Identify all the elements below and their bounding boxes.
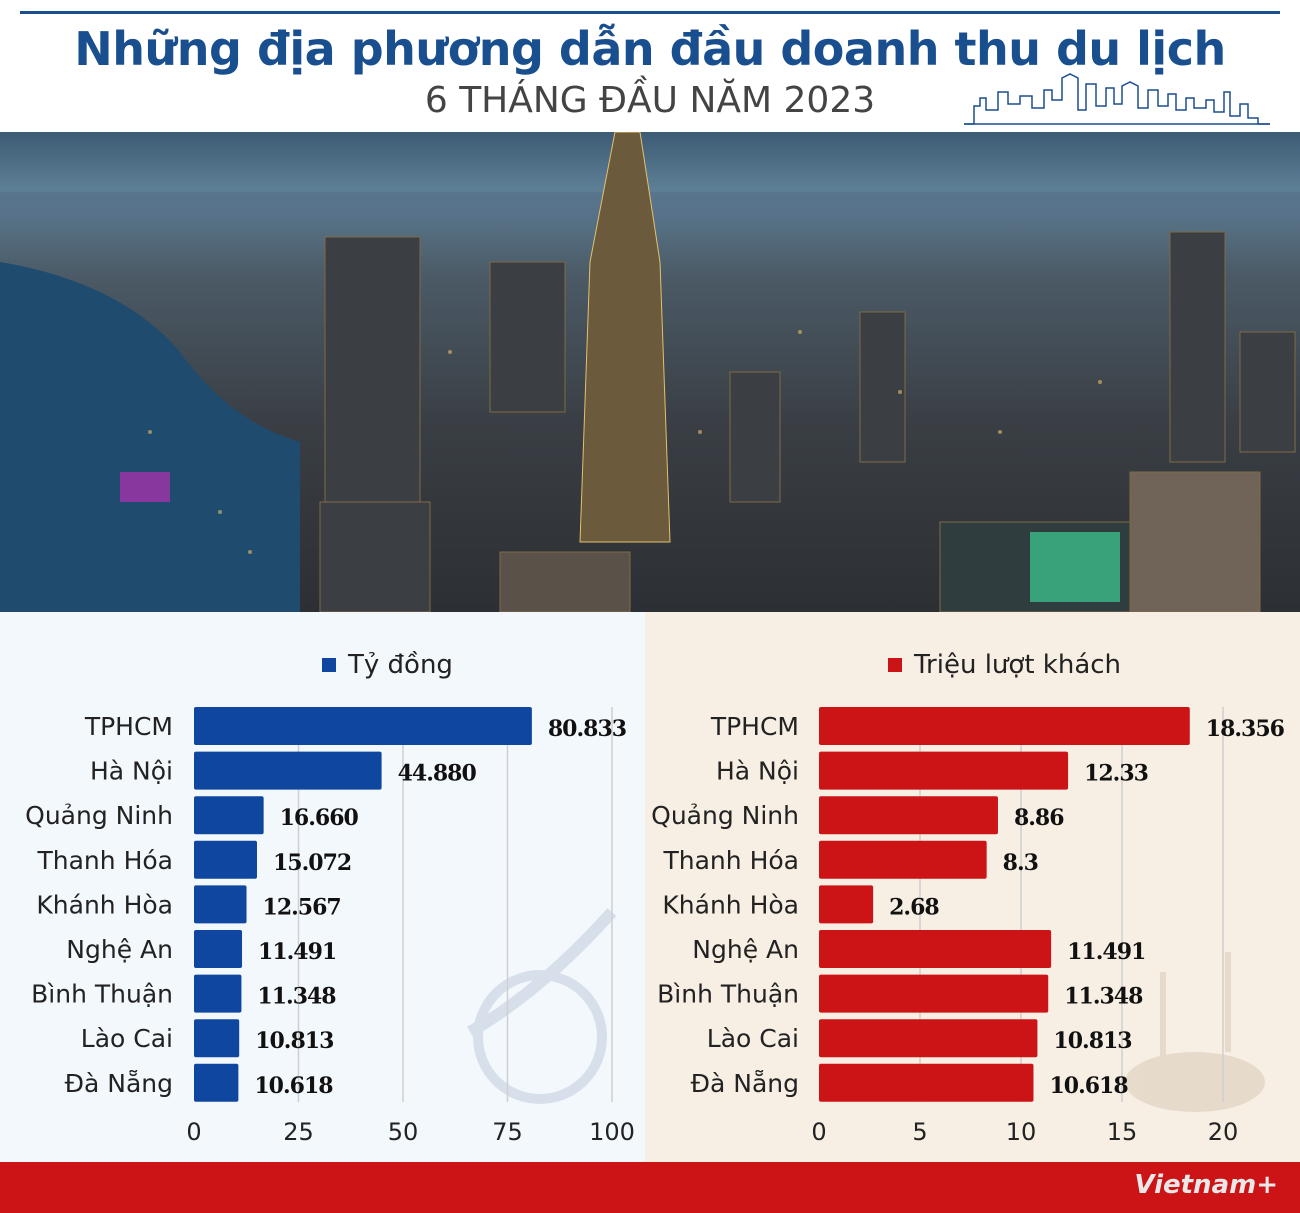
revenue-category-label: Lào Cai xyxy=(81,1024,173,1053)
visitors-data-label: 10.813 xyxy=(1053,1028,1131,1054)
visitors-bar xyxy=(819,840,987,879)
footer-bar xyxy=(0,1162,1300,1213)
revenue-bar xyxy=(194,1019,240,1058)
visitors-data-label: 8.3 xyxy=(1003,850,1038,876)
page-subtitle: 6 THÁNG ĐẦU NĂM 2023 xyxy=(424,80,876,121)
revenue-x-tick-label: 75 xyxy=(492,1118,523,1146)
revenue-bar xyxy=(194,840,258,879)
visitors-data-label: 11.348 xyxy=(1064,984,1143,1010)
legend-swatch-revenue xyxy=(322,658,336,672)
revenue-category-label: Quảng Ninh xyxy=(25,801,173,830)
revenue-legend: Tỷ đồng xyxy=(322,650,453,680)
revenue-bar xyxy=(194,707,532,745)
visitors-category-label: Bình Thuận xyxy=(657,980,799,1009)
visitors-x-tick-label: 20 xyxy=(1208,1118,1239,1146)
legend-label-revenue: Tỷ đồng xyxy=(348,650,453,680)
vietnamplus-logo: Vietnam+ xyxy=(1134,1170,1278,1200)
visitors-x-tick-label: 10 xyxy=(1006,1118,1037,1146)
visitors-data-label: 18.356 xyxy=(1206,716,1285,742)
revenue-category-label: Đà Nẵng xyxy=(65,1069,173,1098)
visitors-data-label: 12.33 xyxy=(1084,761,1148,787)
visitors-bar xyxy=(819,1063,1034,1102)
revenue-bar xyxy=(194,1063,239,1102)
visitors-data-label: 10.618 xyxy=(1049,1073,1128,1099)
visitors-bar xyxy=(819,707,1190,745)
revenue-x-tick-label: 0 xyxy=(186,1118,201,1146)
page-title: Những địa phương dẫn đầu doanh thu du lị… xyxy=(74,22,1226,76)
revenue-bar xyxy=(194,930,243,968)
revenue-data-label: 80.833 xyxy=(548,716,626,742)
visitors-bar xyxy=(819,885,874,924)
globe-plane-watermark-icon xyxy=(467,907,617,1104)
revenue-data-label: 10.813 xyxy=(255,1028,333,1054)
revenue-bar xyxy=(194,751,382,790)
visitors-legend: Triệu lượt khách xyxy=(888,650,1121,680)
visitors-bar xyxy=(819,974,1049,1013)
visitors-category-label: Quảng Ninh xyxy=(651,801,799,830)
visitors-bar xyxy=(819,751,1069,790)
visitors-data-label: 11.491 xyxy=(1067,939,1145,965)
revenue-data-label: 12.567 xyxy=(263,894,341,920)
legend-label-visitors: Triệu lượt khách xyxy=(914,650,1122,680)
visitors-category-label: Khánh Hòa xyxy=(662,890,799,919)
revenue-x-tick-label: 50 xyxy=(388,1118,419,1146)
revenue-category-label: TPHCM xyxy=(84,712,173,741)
legend-swatch-visitors xyxy=(888,658,902,672)
header-rule xyxy=(20,11,1280,14)
visitors-category-label: Nghệ An xyxy=(692,935,799,964)
visitors-x-tick-label: 0 xyxy=(811,1118,826,1146)
revenue-category-label: Bình Thuận xyxy=(31,980,173,1009)
revenue-data-label: 10.618 xyxy=(254,1073,333,1099)
revenue-chart-panel xyxy=(0,612,645,1162)
revenue-x-tick-label: 25 xyxy=(283,1118,314,1146)
revenue-category-label: Nghệ An xyxy=(66,935,173,964)
visitors-category-label: Thanh Hóa xyxy=(663,846,800,875)
visitors-x-tick-label: 5 xyxy=(912,1118,927,1146)
revenue-data-label: 16.660 xyxy=(280,805,359,831)
revenue-category-label: Hà Nội xyxy=(90,757,173,786)
revenue-bar xyxy=(194,796,264,835)
revenue-data-label: 44.880 xyxy=(398,761,477,787)
visitors-bar xyxy=(819,796,998,835)
visitors-category-label: Đà Nẵng xyxy=(691,1069,799,1098)
city-night-photo xyxy=(0,132,1300,612)
visitors-data-label: 8.86 xyxy=(1014,805,1064,831)
visitors-category-label: Lào Cai xyxy=(707,1024,799,1053)
palm-island-watermark-icon xyxy=(1125,952,1265,1112)
visitors-category-label: Hà Nội xyxy=(716,757,799,786)
revenue-bar xyxy=(194,974,242,1013)
revenue-category-label: Thanh Hóa xyxy=(37,846,174,875)
visitors-data-label: 2.68 xyxy=(889,894,939,920)
revenue-data-label: 11.491 xyxy=(258,939,336,965)
city-skyline-icon xyxy=(964,73,1270,125)
revenue-x-tick-label: 100 xyxy=(589,1118,635,1146)
visitors-bar xyxy=(819,1019,1038,1058)
revenue-data-label: 11.348 xyxy=(257,984,336,1010)
visitors-bar xyxy=(819,930,1052,968)
revenue-data-label: 15.072 xyxy=(273,850,351,876)
visitors-category-label: TPHCM xyxy=(710,712,799,741)
revenue-bar xyxy=(194,885,247,924)
visitors-x-tick-label: 15 xyxy=(1107,1118,1138,1146)
revenue-category-label: Khánh Hòa xyxy=(36,890,173,919)
